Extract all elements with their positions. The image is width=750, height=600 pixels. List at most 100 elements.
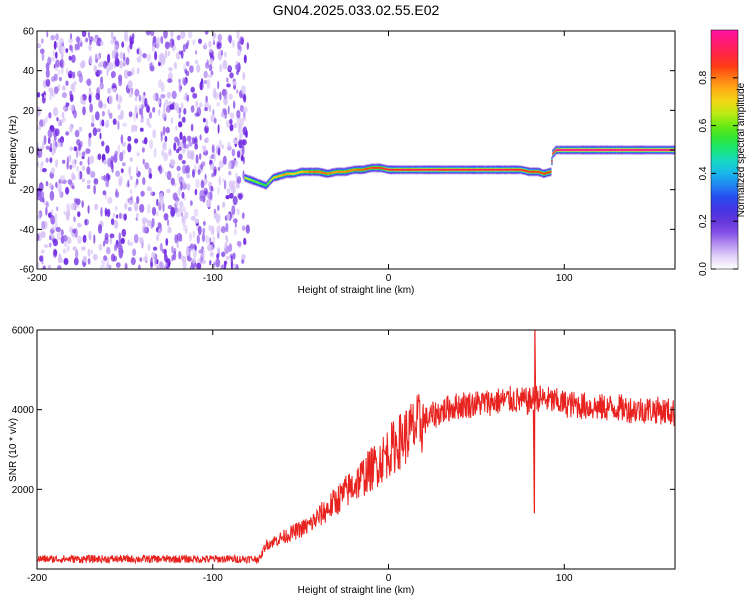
noise-blob [178,113,181,119]
signal-cell [380,167,382,169]
noise-blob [139,257,143,262]
signal-cell [347,170,349,172]
noise-blob [93,38,97,43]
noise-blob [69,44,73,51]
noise-blob [133,112,136,123]
noise-blob [84,218,88,226]
signal-cell [549,171,551,173]
noise-blob [101,258,106,266]
signal-cell [343,170,345,173]
y-tick-label: -40 [20,225,35,236]
noise-blob [37,162,40,168]
noise-blob [93,234,96,245]
noise-blob [78,171,81,181]
noise-blob [102,190,107,196]
noise-blob [37,107,41,117]
signal-cell [304,170,306,173]
noise-blob [116,93,119,102]
noise-blob [134,96,138,102]
noise-blob [69,33,73,40]
noise-blob [223,51,227,58]
signal-cell [362,168,364,171]
noise-blob [180,212,184,217]
signal-cell [404,168,406,171]
noise-blob [112,118,117,125]
noise-blob [202,259,206,265]
signal-cell [346,170,348,173]
signal-cell [554,150,556,153]
noise-blob [99,132,102,140]
noise-blob [175,210,181,218]
x-tick-label: -200 [27,273,47,284]
noise-blob [177,146,182,151]
noise-blob [221,144,225,149]
signal-cell [253,180,256,183]
noise-blob [88,87,91,93]
noise-blob [219,63,223,73]
signal-cell [348,170,351,172]
noise-blob [124,202,128,210]
noise-blob [227,160,232,170]
noise-blob [199,102,203,108]
snr-x-axis-label: Height of straight line (km) [298,585,415,596]
noise-blob [152,45,155,53]
noise-blob [240,38,244,46]
signal-cell [256,181,258,183]
signal-cell [553,151,555,154]
noise-blob [62,248,67,254]
signal-cell [624,149,626,151]
noise-blob [192,92,198,99]
noise-blob [185,61,190,67]
noise-blob [49,235,52,241]
noise-blob [48,182,53,189]
noise-blob [58,253,62,263]
signal-cell [644,149,646,151]
noise-blob [238,123,241,129]
noise-blob [99,265,105,269]
noise-blob [204,42,207,49]
noise-blob [127,135,132,142]
signal-cell [547,171,549,174]
noise-blob [86,78,92,87]
noise-blob [156,198,159,207]
noise-blob [148,173,153,179]
noise-blob [82,234,87,243]
noise-blob [85,148,91,154]
noise-blob [73,80,77,86]
noise-blob [159,164,162,175]
signal-cell [509,168,511,171]
noise-blob [189,243,194,250]
signal-cell [647,149,649,151]
signal-cell [370,167,373,169]
signal-cell [440,168,442,171]
signal-cell [249,178,251,181]
noise-blob [192,39,196,46]
noise-blob [56,206,59,212]
signal-cell [654,149,656,151]
signal-track [244,145,675,191]
noise-blob [44,94,47,99]
signal-cell [295,172,297,175]
signal-cell [266,183,268,186]
signal-cell [386,168,389,171]
noise-blob [142,177,146,186]
noise-blob [136,69,139,75]
noise-blob [98,62,102,68]
noise-blob [135,178,139,186]
spectrogram-x-axis-label: Height of straight line (km) [298,285,415,296]
noise-blob [194,138,197,144]
signal-cell [552,152,554,155]
noise-blob [166,170,172,181]
noise-blob [176,35,181,41]
noise-blob [158,261,164,269]
noise-blob [127,45,130,54]
noise-blob [142,217,147,225]
noise-blob [117,144,121,154]
noise-blob [208,104,212,113]
noise-blob [222,108,227,116]
noise-blob [87,248,91,257]
noise-blob [53,249,58,256]
noise-blob [136,56,142,63]
signal-cell [381,167,383,170]
signal-cell [460,168,462,171]
